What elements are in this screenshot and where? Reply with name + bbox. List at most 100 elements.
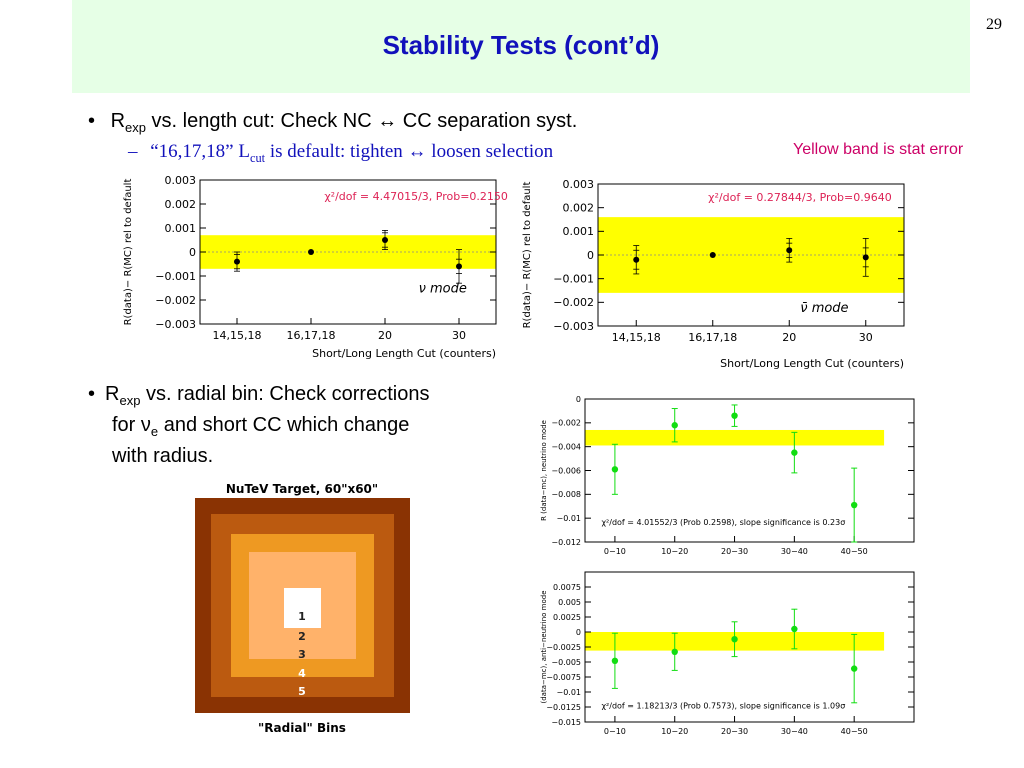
data-point (611, 657, 619, 664)
y-tick-label: −0.015 (551, 718, 581, 727)
bullet-2-sub: exp (119, 393, 141, 408)
bullet-2-r: R (105, 383, 120, 405)
data-point (850, 501, 858, 509)
y-tick-label: −0.005 (551, 658, 581, 667)
data-point-group (611, 632, 619, 689)
data-point-group (709, 252, 716, 258)
data-point (850, 665, 858, 672)
x-tick-label: 20−30 (721, 547, 748, 556)
x-axis-label: Short/Long Length Cut (counters) (312, 347, 496, 360)
data-point (633, 256, 640, 263)
bullet-1-sub: exp (125, 120, 146, 135)
bullet-2-line3: with radius. (112, 445, 214, 467)
data-point-group (633, 245, 640, 275)
data-point-group (862, 238, 869, 277)
y-tick-label: −0.001 (155, 270, 196, 283)
mode-label: ν̄ mode (800, 301, 848, 316)
y-tick-label: 0.002 (563, 202, 595, 215)
data-point-group (791, 431, 798, 474)
radial-diagram-caption: "Radial" Bins (258, 721, 346, 735)
page-number: 29 (986, 16, 1002, 33)
y-tick-label: 0.0075 (553, 583, 581, 592)
bullet-1-r: R (110, 110, 126, 132)
radial-label-1: 1 (298, 610, 306, 623)
radial-label-2: 2 (298, 630, 306, 643)
length-cut-chart-nubar: 0.003 0.002 0.001 0 −0.001 −0.002 −0.003 14,15,… (518, 172, 918, 372)
y-tick-label: 0 (587, 249, 594, 262)
data-point (611, 466, 619, 473)
bullet-2-line1: vs. radial bin: Check corrections (140, 383, 430, 405)
chart-svg: 0.003 0.002 0.001 0 −0.001 −0.002 −0.003 14,15,… (522, 178, 905, 370)
y-axis-label: R(data)− R(MC) rel to default (123, 179, 134, 326)
y-tick-label: −0.01 (556, 514, 581, 523)
y-axis-label: R(data)− R(MC) rel to default (522, 182, 533, 329)
data-point-group (786, 238, 793, 263)
chart-svg: 0.003 0.002 0.001 0 −0.001 −0.002 −0.003 14,15,… (123, 174, 508, 360)
data-point-group (791, 608, 798, 650)
radial-bins-svg: NuTeV Target, 60"x60" 1 2 3 4 5 "Radial"… (195, 482, 410, 735)
x-tick-label: 16,17,18 (287, 329, 336, 342)
data-point (709, 252, 716, 258)
y-tick-label: 0.005 (558, 598, 581, 607)
data-point (862, 254, 869, 261)
data-point-group (731, 621, 738, 658)
data-point (456, 263, 462, 270)
y-tick-label: −0.012 (551, 538, 581, 547)
bullet-marker: • (88, 110, 96, 132)
chi2-annotation: χ²/dof = 1.18213/3 (Prob 0.7573), slope … (601, 702, 845, 711)
chart-svg: 0 −0.002 −0.004 −0.006 −0.008 −0.01 −0.012 0−10… (540, 395, 915, 556)
x-tick-label: 30 (859, 331, 873, 344)
band-note: Yellow band is stat error (793, 141, 964, 158)
x-tick-label: 16,17,18 (688, 331, 737, 344)
y-tick-label: 0 (576, 395, 581, 404)
bullet-1: • Rexp vs. length cut: Check NC ↔ CC sep… (88, 110, 577, 135)
y-tick-label: 0.001 (165, 222, 197, 235)
x-tick-label: 40−50 (841, 727, 868, 736)
data-point-group (850, 467, 858, 543)
sub-bullet-1-pre: “16,17,18” L (150, 141, 250, 162)
x-tick-label: 30 (452, 329, 466, 342)
y-tick-label: −0.002 (551, 419, 581, 428)
radial-label-3: 3 (298, 648, 306, 661)
page-title: Stability Tests (cont’d) (382, 30, 660, 60)
data-point-group (234, 251, 240, 272)
y-tick-label: 0.003 (563, 178, 595, 191)
bullet-2-line2-pre: for ν (112, 414, 151, 436)
x-tick-label: 40−50 (841, 547, 868, 556)
data-point-group (456, 249, 462, 284)
y-tick-label: 0.0025 (553, 613, 581, 622)
x-tick-label: 14,15,18 (213, 329, 262, 342)
y-axis-label: (data−mc), anti−neutrino mode (540, 590, 548, 703)
data-point (382, 237, 388, 243)
radial-diagram-title: NuTeV Target, 60"x60" (226, 482, 378, 496)
bullet-marker: • (88, 383, 96, 405)
y-tick-label: −0.003 (155, 318, 196, 331)
radial-chart-antineutrino: 0.0075 0.005 0.0025 0 −0.0025 −0.005 −0.0075 −0… (535, 568, 920, 746)
y-tick-label: −0.003 (553, 320, 594, 333)
chi2-annotation: χ²/dof = 4.47015/3, Prob=0.2150 (324, 190, 508, 203)
y-tick-label: −0.008 (551, 490, 581, 499)
x-tick-label: 14,15,18 (612, 331, 661, 344)
radial-bins-diagram: NuTeV Target, 60"x60" 1 2 3 4 5 "Radial"… (185, 478, 420, 740)
y-tick-label: 0 (576, 628, 581, 637)
y-tick-label: 0.002 (165, 198, 197, 211)
data-point (671, 648, 678, 655)
data-point-group (850, 633, 858, 704)
y-tick-label: −0.006 (551, 466, 581, 475)
x-tick-label: 10−20 (661, 547, 688, 556)
bullet-2-line2: and short CC which change (158, 414, 410, 436)
chart-svg: 0.0075 0.005 0.0025 0 −0.0025 −0.005 −0.0075 −0… (540, 571, 915, 736)
title-bar: Stability Tests (cont’d) (72, 0, 970, 93)
y-tick-label: −0.002 (155, 294, 196, 307)
y-tick-label: 0.001 (563, 225, 595, 238)
y-axis-label: R (data−mc), neutrino mode (540, 420, 548, 521)
data-point (671, 422, 678, 429)
y-tick-label: −0.002 (553, 296, 594, 309)
data-point (731, 636, 738, 643)
data-point-group (671, 632, 678, 671)
length-cut-chart-nu: 0.003 0.002 0.001 0 −0.001 −0.002 −0.003 14,15,… (118, 172, 518, 372)
data-point-group (382, 230, 388, 250)
data-point-group (611, 443, 619, 495)
y-tick-label: −0.0025 (546, 643, 581, 652)
data-point (791, 449, 798, 456)
